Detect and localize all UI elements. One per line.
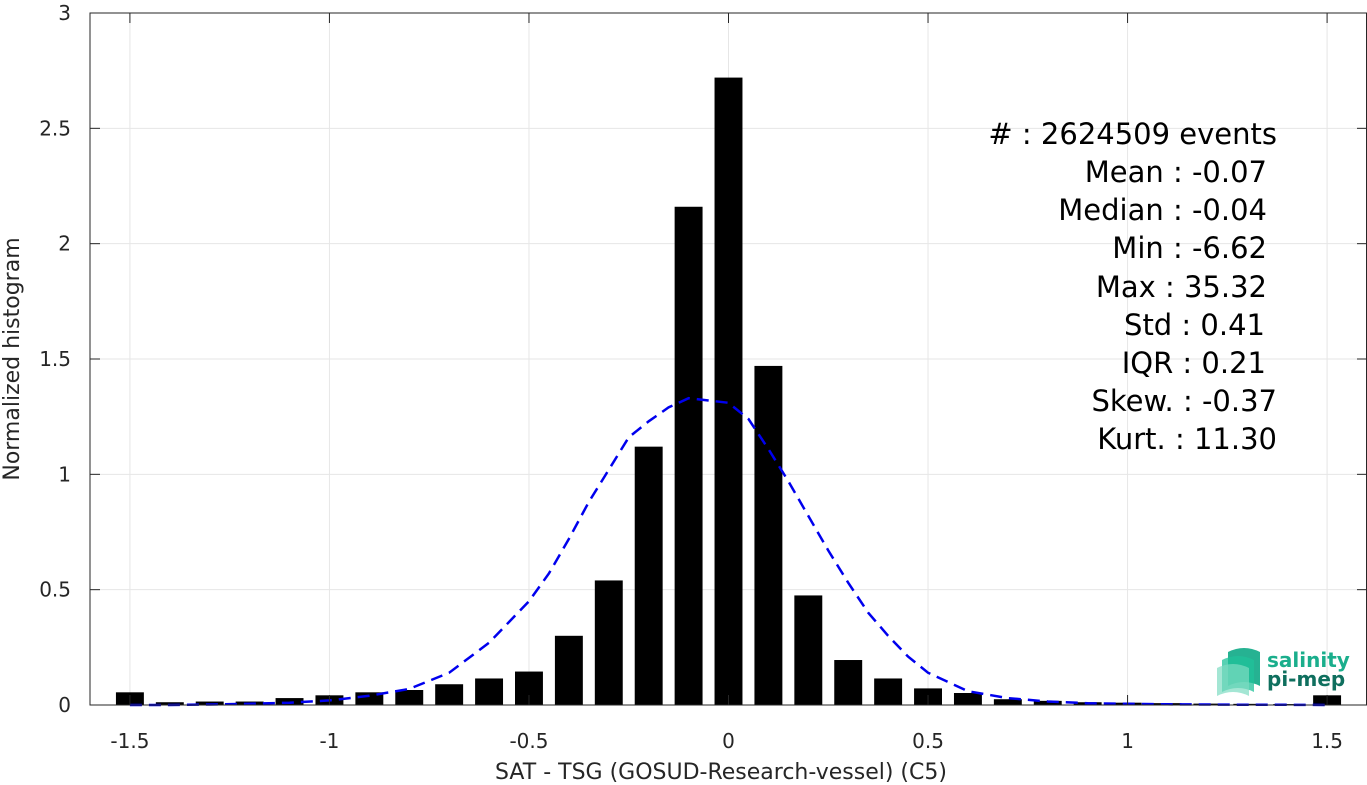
x-tick-label-4: 0.5 xyxy=(912,729,944,753)
histogram-bar-11 xyxy=(554,635,583,705)
histogram-bar-17 xyxy=(794,595,823,705)
gaussian-fit-curve xyxy=(129,396,1328,707)
stats-mean: Mean : -0.07 xyxy=(1085,155,1267,189)
histogram-bar-18 xyxy=(834,660,863,705)
y-tick-label-0: 0 xyxy=(58,693,71,717)
histogram-bar-9 xyxy=(475,678,504,705)
logo-wave-icon xyxy=(1217,648,1260,696)
stats-max: Max : 35.32 xyxy=(1096,270,1267,304)
y-tick-label-3: 1.5 xyxy=(39,347,71,371)
histogram-bar-23 xyxy=(1033,700,1062,705)
histogram-bar-21 xyxy=(953,693,982,705)
y-axis-title: Normalized histogram xyxy=(0,237,25,480)
x-tick-labels: -1.5 -1 -0.5 0 0.5 1 1.5 xyxy=(110,729,1343,753)
histogram-bar-12 xyxy=(594,580,623,705)
x-axis-title: SAT - TSG (GOSUD-Research-vessel) (C5) xyxy=(495,760,947,785)
y-tick-label-2: 1 xyxy=(58,462,71,486)
histogram-bar-19 xyxy=(874,678,903,705)
x-tick-label-1: -1 xyxy=(319,729,339,753)
stats-skew: Skew. : -0.37 xyxy=(1091,384,1277,418)
histogram-bar-14 xyxy=(674,206,703,705)
y-tick-label-5: 2.5 xyxy=(39,116,71,140)
stats-min: Min : -6.62 xyxy=(1112,231,1267,265)
histogram-bar-13 xyxy=(634,446,663,705)
x-tick-label-6: 1.5 xyxy=(1311,729,1343,753)
x-tick-label-5: 1 xyxy=(1121,729,1134,753)
stats-median: Median : -0.04 xyxy=(1058,193,1267,227)
y-tick-label-4: 2 xyxy=(58,232,71,256)
histogram-bar-1 xyxy=(155,702,184,705)
histogram-bar-8 xyxy=(435,684,464,705)
y-tick-label-1: 0.5 xyxy=(39,578,71,602)
y-tick-labels: 0 0.5 1 1.5 2 2.5 3 xyxy=(39,1,71,717)
stats-std: Std : 0.41 xyxy=(1124,308,1265,342)
y-tick-label-6: 3 xyxy=(58,1,71,25)
x-tick-label-2: -0.5 xyxy=(509,729,548,753)
histogram-bar-22 xyxy=(993,699,1022,705)
x-tick-label-0: -1.5 xyxy=(110,729,149,753)
histogram-bar-7 xyxy=(395,690,424,705)
stats-iqr: IQR : 0.21 xyxy=(1122,346,1266,380)
stats-kurt: Kurt. : 11.30 xyxy=(1097,422,1277,456)
statistics-annotation: # : 2624509 events Mean : -0.07 Median :… xyxy=(988,117,1277,456)
axis-ticks xyxy=(90,12,1367,706)
logo-text-salinity: salinity xyxy=(1267,648,1350,672)
stats-count: # : 2624509 events xyxy=(988,117,1277,151)
histogram-bars xyxy=(115,77,1342,705)
histogram-bar-15 xyxy=(714,77,743,705)
x-tick-label-3: 0 xyxy=(722,729,735,753)
logo-text-pimep: pi-mep xyxy=(1267,667,1345,691)
salinity-pimep-logo: salinity pi-mep xyxy=(1217,648,1350,696)
histogram-bar-16 xyxy=(754,365,783,705)
